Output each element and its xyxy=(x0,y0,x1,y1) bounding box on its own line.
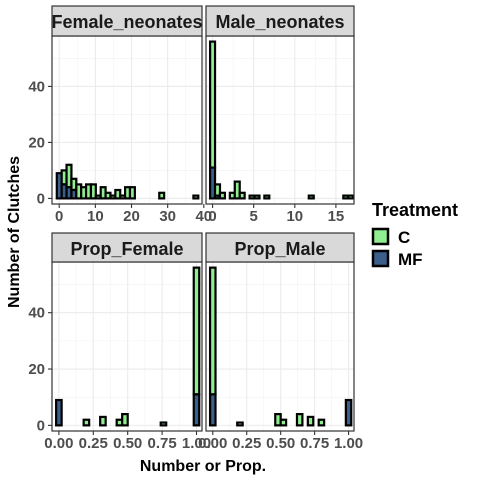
x-tick-label: 0 xyxy=(55,208,63,225)
strip-label: Prop_Male xyxy=(234,239,325,259)
bar-c xyxy=(192,194,200,200)
bar-c xyxy=(238,191,246,200)
bar-c xyxy=(159,421,168,427)
strip-label: Male_neonates xyxy=(215,12,344,32)
x-tick-label: 0 xyxy=(208,208,216,225)
x-tick-label: 30 xyxy=(159,208,176,225)
x-tick-label: 5 xyxy=(250,208,258,225)
x-tick-label: 1.00 xyxy=(334,435,363,452)
bar-c xyxy=(218,191,227,200)
x-tick-label: 0.00 xyxy=(198,435,227,452)
bar-c xyxy=(233,180,241,200)
x-tick-label: 0.50 xyxy=(266,435,295,452)
strip-background xyxy=(205,232,355,263)
bar-c xyxy=(317,418,326,427)
bar-c xyxy=(253,194,261,200)
bar-c xyxy=(347,194,354,200)
bar-c xyxy=(82,418,91,427)
plot-background xyxy=(206,262,354,431)
plot-background xyxy=(52,262,202,431)
y-tick-label: 20 xyxy=(28,134,45,151)
bar-c xyxy=(236,421,244,427)
bar-mf xyxy=(208,393,217,427)
legend-key-c xyxy=(371,227,390,246)
bars xyxy=(209,40,354,200)
panel-prop-male: Prop_Male 0.00 0.25 0.50 0.75 1.00 xyxy=(198,232,363,452)
bar-c xyxy=(279,418,288,427)
bars xyxy=(55,266,201,427)
strip-label: Female_neonates xyxy=(51,12,202,32)
y-tick-label: 40 xyxy=(28,305,45,322)
strip-label: Prop_Female xyxy=(70,239,183,259)
strip-background xyxy=(205,5,355,37)
x-tick-label: 15 xyxy=(328,208,345,225)
bar-mf xyxy=(344,398,353,427)
x-tick-label: 1.00 xyxy=(182,435,211,452)
bar-mf xyxy=(192,393,201,427)
x-tick-label: 20 xyxy=(123,208,140,225)
y-axis-title: Number of Clutches xyxy=(6,156,23,308)
legend-label-c: C xyxy=(398,228,410,247)
x-tick-label: 10 xyxy=(286,208,303,225)
y-tick-label: 20 xyxy=(28,361,45,378)
bar-c xyxy=(307,194,315,200)
strip-background xyxy=(51,232,203,263)
y-tick-label: 0 xyxy=(37,190,45,207)
bar-c xyxy=(306,415,315,427)
bar-mf xyxy=(55,398,63,427)
y-tick-label: 0 xyxy=(37,417,45,434)
bar-c xyxy=(192,266,201,396)
bar-c xyxy=(89,183,97,200)
bar-c xyxy=(114,188,122,200)
bar-c xyxy=(121,413,129,427)
legend-item-c: C xyxy=(371,227,410,247)
bars xyxy=(55,163,200,200)
x-tick-label: 40 xyxy=(195,208,212,225)
panel-male-neonates: Male_neonates 0 5 10 15 xyxy=(205,5,355,225)
panel-female-neonates: Female_neonates 0 10 20 30 40 0 20 40 xyxy=(28,5,212,225)
x-tick-label: 0.50 xyxy=(113,435,142,452)
plot-background xyxy=(52,36,202,204)
panel-prop-female: Prop_Female 0.00 0.25 0.50 0.75 1.00 0 20 40 xyxy=(28,232,211,452)
x-tick-label: 0.75 xyxy=(147,435,176,452)
y-tick-label: 40 xyxy=(28,78,45,95)
strip-background xyxy=(51,5,203,37)
bar-c xyxy=(128,186,136,200)
x-tick-label: 10 xyxy=(87,208,104,225)
x-tick-label: 0.25 xyxy=(232,435,261,452)
x-axis-title: Number or Prop. xyxy=(140,458,266,475)
bar-c xyxy=(209,40,217,169)
legend-key-mf xyxy=(371,249,390,268)
plot-background xyxy=(206,36,354,204)
bar-c xyxy=(263,194,271,200)
bars xyxy=(208,266,353,427)
x-tick-label: 0.75 xyxy=(300,435,329,452)
bar-c xyxy=(208,266,217,396)
x-tick-label: 0.00 xyxy=(44,435,73,452)
bar-c xyxy=(99,415,107,427)
legend-item-mf: MF xyxy=(371,249,423,269)
x-tick-label: 0.25 xyxy=(79,435,108,452)
legend-label-mf: MF xyxy=(398,250,423,269)
legend: Treatment C MF xyxy=(371,200,458,269)
bar-mf xyxy=(209,166,217,200)
bar-c xyxy=(295,413,304,427)
legend-title: Treatment xyxy=(372,200,458,220)
bar-c xyxy=(158,191,166,200)
